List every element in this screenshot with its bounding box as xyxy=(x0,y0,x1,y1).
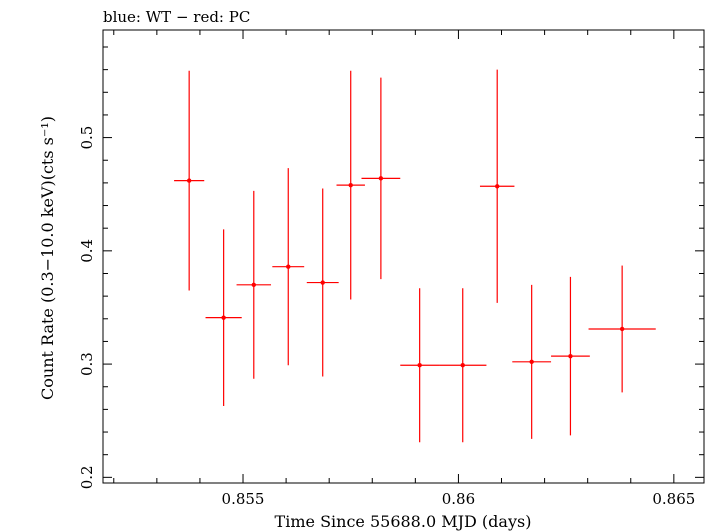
y-tick-label: 0.3 xyxy=(78,352,96,376)
data-point xyxy=(306,188,339,377)
data-point xyxy=(174,70,205,291)
x-axis-label: Time Since 55688.0 MJD (days) xyxy=(275,512,532,531)
data-marker xyxy=(348,182,353,188)
data-marker xyxy=(619,326,625,332)
axis-ticks: 0.855 0.86 0.865 0.2 0.3 0.4 0.5 xyxy=(78,30,704,508)
data-marker xyxy=(529,359,534,365)
data-marker xyxy=(495,184,500,189)
y-axis-label: Count Rate (0.3−10.0 keV)(cts s⁻¹) xyxy=(38,116,57,400)
data-point xyxy=(551,276,590,436)
data-points xyxy=(174,69,656,443)
data-marker xyxy=(320,280,325,285)
data-marker xyxy=(378,176,384,181)
data-marker xyxy=(286,264,291,269)
data-marker xyxy=(460,363,465,368)
data-point xyxy=(205,229,242,406)
data-point xyxy=(439,288,487,443)
data-point xyxy=(400,288,440,443)
x-tick-label: 0.855 xyxy=(222,490,265,508)
data-point xyxy=(336,70,365,300)
data-marker xyxy=(186,178,192,183)
data-point xyxy=(361,77,401,280)
data-point xyxy=(588,265,656,393)
data-marker xyxy=(221,315,226,320)
data-marker xyxy=(251,282,256,288)
data-marker xyxy=(417,363,422,368)
data-marker xyxy=(568,353,573,359)
x-tick-label: 0.865 xyxy=(652,490,695,508)
chart-title: blue: WT − red: PC xyxy=(103,8,250,26)
y-tick-label: 0.4 xyxy=(78,239,96,263)
x-tick-label: 0.86 xyxy=(442,490,475,508)
data-point xyxy=(272,168,305,366)
y-tick-label: 0.2 xyxy=(78,465,96,489)
data-point xyxy=(512,284,552,439)
plot-frame xyxy=(102,29,705,484)
data-point xyxy=(479,69,515,303)
y-tick-label: 0.5 xyxy=(78,126,96,150)
data-point xyxy=(236,190,272,379)
